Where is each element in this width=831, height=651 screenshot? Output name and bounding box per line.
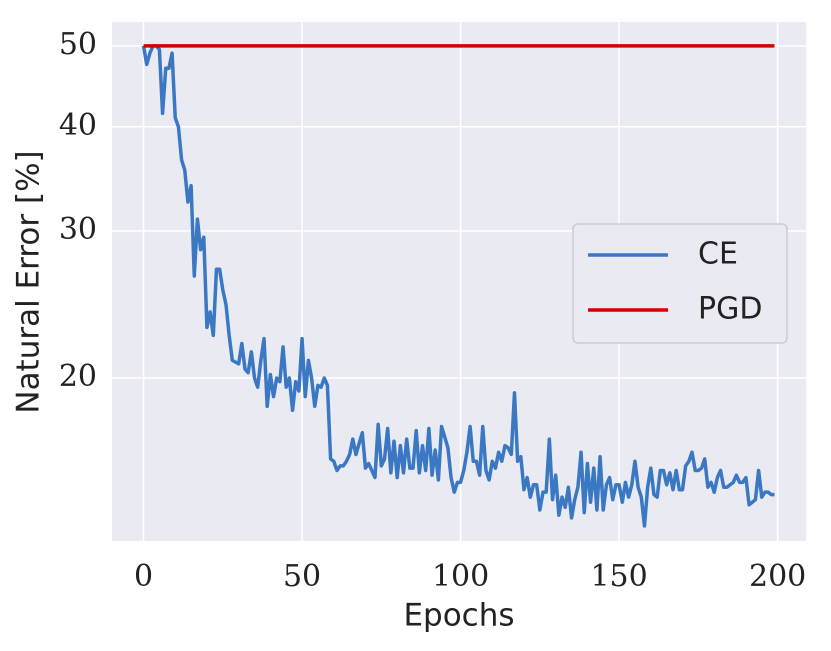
series-line	[141, 44, 775, 528]
x-axis-label: Epochs	[403, 598, 514, 634]
legend-label: PGD	[698, 292, 762, 327]
y-tick-label: 20	[59, 359, 97, 394]
x-tick-label: 200	[749, 559, 806, 594]
x-tick-label: 100	[432, 559, 489, 594]
y-tick-label: 40	[59, 108, 97, 143]
legend-label: CE	[698, 237, 738, 272]
y-tick-label: 30	[59, 212, 97, 247]
y-tick-label: 50	[59, 27, 97, 62]
y-axis-label: Natural Error [%]	[11, 150, 47, 413]
x-tick-label: 0	[134, 559, 153, 594]
x-tick-label: 150	[590, 559, 647, 594]
x-tick-label: 50	[283, 559, 321, 594]
